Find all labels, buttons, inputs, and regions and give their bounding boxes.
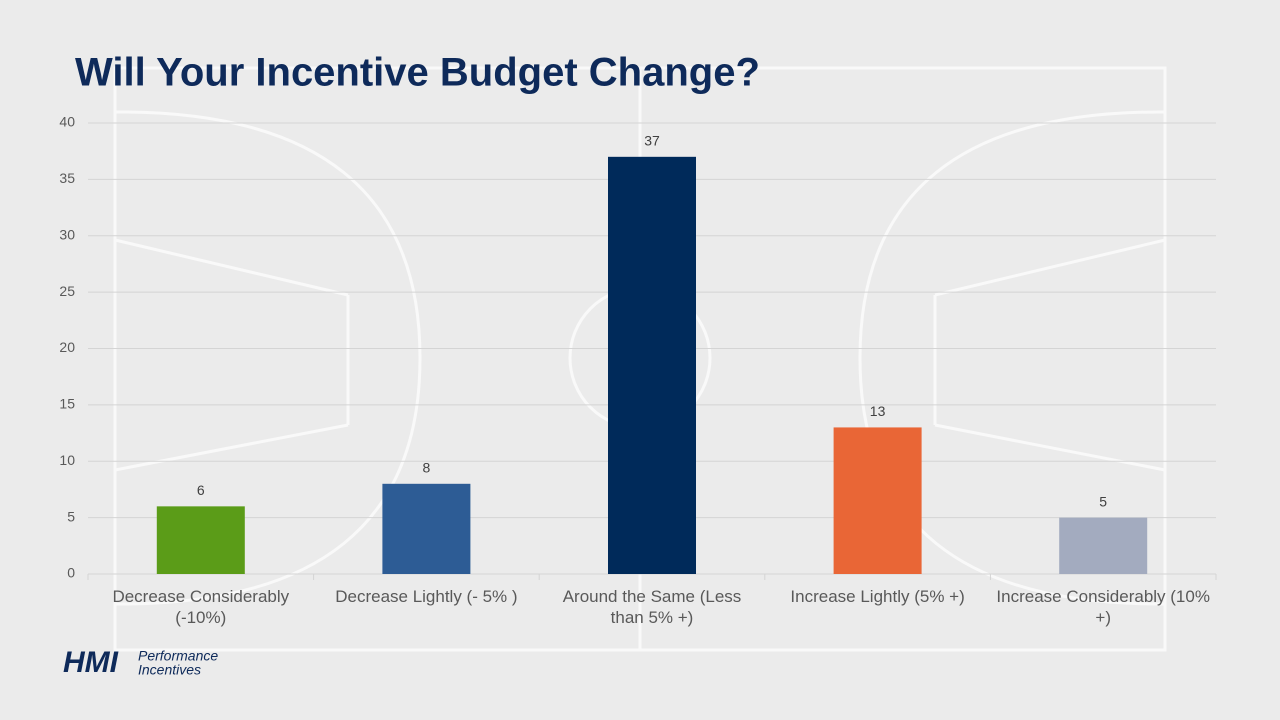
logo-mark: HMI [63,646,119,679]
y-tick-label: 10 [59,452,75,468]
y-tick-label: 25 [59,283,75,299]
bar [608,156,696,574]
bar [382,483,471,574]
y-tick-label: 20 [59,339,75,355]
value-label: 6 [197,482,205,498]
value-label: 8 [423,460,431,476]
value-label: 5 [1099,493,1107,509]
x-tick-label: Decrease Lightly (- 5% ) [335,587,518,606]
x-tick-label: Around the Same (Less than 5% +) [562,587,742,627]
y-tick-label: 0 [67,565,75,581]
chart-title: Will Your Incentive Budget Change? [75,51,760,95]
logo-text: Performance [138,648,218,664]
value-label: 13 [870,403,886,419]
y-tick-label: 15 [59,396,75,412]
y-tick-label: 40 [59,114,75,130]
x-tick-label: Decrease Considerably (-10%) [112,587,290,627]
y-tick-label: 5 [67,508,75,524]
y-tick-label: 35 [59,170,75,186]
bar [156,506,245,574]
y-tick-label: 30 [59,226,75,242]
x-tick-label: Increase Lightly (5% +) [790,587,965,606]
value-label: 37 [644,133,660,149]
bar [1059,517,1148,574]
logo-text: Incentives [138,662,201,678]
bar [833,427,922,574]
x-tick-label: Increase Considerably (10% +) [996,587,1210,627]
